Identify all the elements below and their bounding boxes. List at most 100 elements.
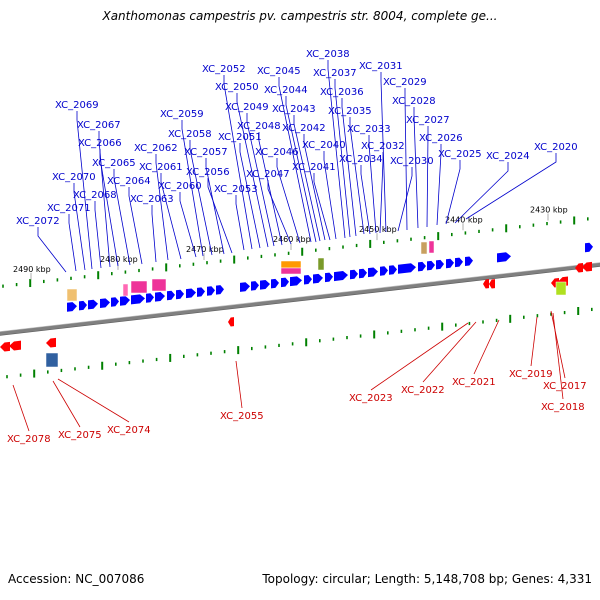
forward-gene-arrow [313, 273, 323, 284]
gene-label: XC_2041 [292, 162, 336, 173]
reverse-gene-arrow [0, 341, 10, 352]
rna-feature [280, 267, 302, 275]
label-leader [207, 178, 233, 254]
gene-label: XC_2038 [306, 49, 350, 60]
label-leader [360, 165, 371, 235]
gene-label: XC_2018 [541, 402, 585, 413]
label-leader [422, 321, 477, 383]
gene-label: XC_2074 [107, 425, 151, 436]
forward-gene-arrow [281, 277, 289, 288]
misc-feature [420, 241, 428, 255]
label-leader [341, 98, 357, 237]
label-leader [454, 162, 509, 224]
gene-label: XC_2064 [107, 176, 151, 187]
gene-label: XC_2017 [543, 381, 587, 392]
gene-features [0, 240, 593, 368]
forward-gene-arrow [334, 271, 348, 282]
rna-feature [151, 278, 167, 292]
forward-gene-arrow [251, 281, 259, 291]
scale-label: 2480 kbp [100, 255, 138, 264]
label-leader [68, 214, 77, 272]
rna-feature [428, 240, 435, 254]
label-leader [303, 134, 326, 241]
forward-gene-arrow [197, 287, 205, 297]
gene-label: XC_2068 [73, 190, 117, 201]
gene-label: XC_2053 [214, 184, 258, 195]
gene-label: XC_2034 [339, 154, 383, 165]
gene-label: XC_2027 [406, 115, 450, 126]
label-leader [155, 154, 169, 261]
label-leader [397, 167, 413, 232]
scale-label: 2460 kbp [273, 235, 311, 244]
gene-label: XC_2063 [130, 194, 174, 205]
gene-label: XC_2020 [534, 142, 578, 153]
label-leader [246, 113, 275, 247]
gene-label: XC_2047 [246, 169, 290, 180]
label-leader [370, 322, 469, 391]
gene-label: XC_2044 [264, 85, 308, 96]
label-leader [278, 77, 312, 243]
misc-feature [317, 257, 325, 271]
rna-feature [122, 283, 129, 297]
gene-label: XC_2024 [486, 151, 530, 162]
label-leader [293, 115, 321, 242]
gene-label: XC_2043 [272, 104, 316, 115]
forward-gene-arrow [436, 259, 444, 270]
label-leader [37, 227, 67, 273]
forward-gene-arrow [368, 267, 378, 278]
label-leader [550, 310, 566, 379]
reverse-gene-arrow [489, 279, 495, 289]
label-leader [473, 319, 500, 375]
label-leader [285, 96, 317, 243]
gene-label: XC_2036 [320, 87, 364, 98]
misc-feature [45, 352, 59, 368]
gene-label: XC_2045 [257, 66, 301, 77]
gene-label: XC_2023 [349, 393, 393, 404]
gene-label: XC_2048 [237, 121, 281, 132]
gene-label: XC_2071 [47, 203, 91, 214]
label-leader [205, 158, 225, 255]
gene-label: XC_2072 [16, 216, 60, 227]
misc-feature [555, 281, 567, 296]
forward-gene-arrow [427, 260, 435, 271]
label-leader [349, 117, 365, 235]
summary-text: Topology: circular; Length: 5,148,708 bp… [262, 572, 592, 586]
gene-label: XC_2033 [347, 124, 391, 135]
gene-label: XC_2058 [168, 129, 212, 140]
forward-gene-arrow [304, 275, 312, 285]
forward-gene-arrow [350, 269, 358, 280]
forward-gene-arrow [131, 294, 145, 305]
label-leader [235, 195, 245, 251]
label-leader [334, 79, 351, 238]
label-leaders [12, 60, 566, 432]
label-leader [160, 173, 182, 260]
label-leader [465, 153, 557, 220]
scale-label: 2440 kbp [445, 215, 483, 224]
gene-label: XC_2056 [186, 167, 230, 178]
forward-gene-arrow [167, 290, 175, 301]
forward-gene-arrow [271, 278, 279, 289]
forward-gene-arrow [497, 252, 511, 263]
gene-label: XC_2055 [220, 411, 264, 422]
gene-label: XC_2060 [158, 181, 202, 192]
label-leader [181, 120, 204, 257]
gene-label: XC_2021 [452, 377, 496, 388]
gene-label: XC_2051 [218, 132, 262, 143]
label-leader [258, 132, 283, 246]
misc-feature [66, 288, 78, 302]
gene-label: XC_2035 [328, 106, 372, 117]
label-leader [12, 384, 30, 432]
reverse-gene-arrow [575, 262, 583, 273]
forward-gene-arrow [455, 257, 463, 268]
gene-labels: XC_2020 XC_2024 XC_2025 XC_2026 XC_2027 XC_20… [7, 49, 587, 445]
scale-label: 2470 kbp [186, 245, 224, 254]
rna-feature [130, 280, 148, 294]
reverse-gene-arrow [46, 337, 56, 348]
label-leader [52, 380, 81, 428]
label-leader [445, 160, 461, 225]
label-leader [380, 72, 387, 233]
forward-gene-arrow [111, 297, 119, 307]
label-leader [113, 169, 131, 266]
gene-label: XC_2026 [419, 133, 463, 144]
label-leader [239, 143, 261, 249]
